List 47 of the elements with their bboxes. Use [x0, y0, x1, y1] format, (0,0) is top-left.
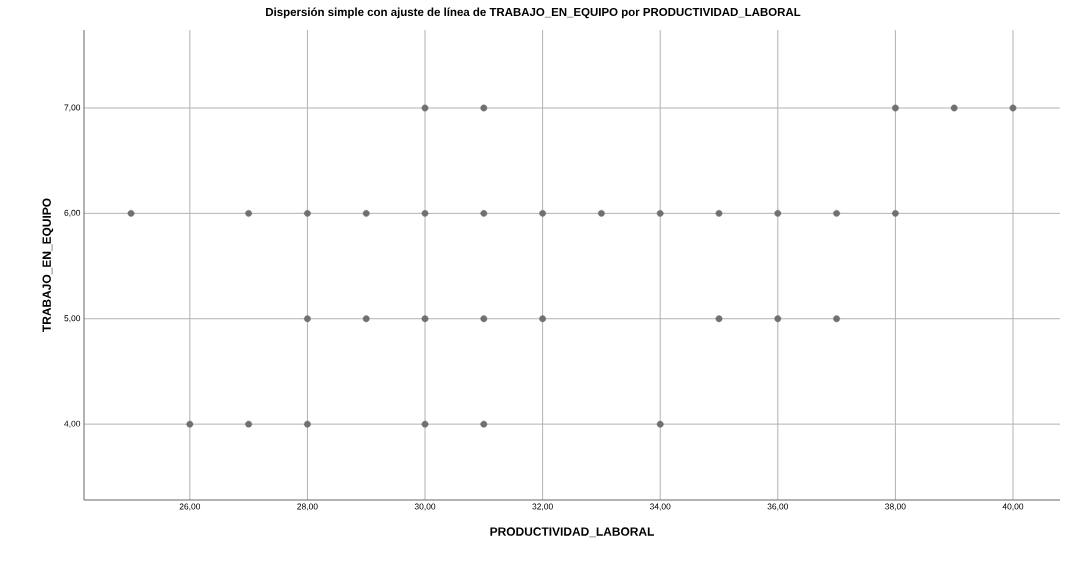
- point: [833, 209, 840, 217]
- point: [362, 315, 370, 323]
- x-tick-label: 28,00: [297, 503, 318, 511]
- point: [656, 209, 664, 217]
- point: [186, 420, 194, 428]
- x-tick-label: 34,00: [649, 503, 671, 511]
- y-axis-title: TRABAJO_EN_EQUIPO: [42, 198, 54, 332]
- x-tick-label: 40,00: [1002, 503, 1024, 511]
- point: [950, 104, 958, 112]
- point: [480, 315, 488, 323]
- point: [304, 209, 311, 217]
- x-axis-title: PRODUCTIVIDAD_LABORAL: [490, 527, 654, 538]
- point: [1009, 104, 1017, 112]
- x-tick-label: 30,00: [414, 503, 436, 511]
- point: [245, 420, 253, 428]
- chart-title: Dispersión simple con ajuste de línea de TRABAJO_EN_EQUIPO por PRODUCTIVIDAD_LABORAL: [266, 7, 801, 19]
- point: [656, 420, 664, 428]
- point: [127, 209, 135, 217]
- point: [245, 209, 253, 217]
- point: [598, 209, 605, 217]
- point: [480, 104, 488, 112]
- x-tick-label: 26,00: [179, 503, 201, 511]
- point: [539, 209, 547, 217]
- point: [715, 209, 723, 217]
- point: [833, 315, 840, 323]
- x-tick-label: 38,00: [885, 503, 906, 511]
- point: [421, 315, 429, 323]
- point: [539, 315, 547, 323]
- y-tick-label: 5,00: [64, 315, 81, 323]
- point: [421, 420, 429, 428]
- point: [480, 209, 488, 217]
- point: [891, 209, 899, 217]
- point: [480, 420, 488, 428]
- y-tick-label: 6,00: [64, 209, 81, 217]
- x-tick-label: 36,00: [767, 503, 789, 511]
- point: [304, 420, 311, 428]
- point: [421, 209, 429, 217]
- x-tick-label: 32,00: [532, 503, 553, 511]
- y-tick-label: 4,00: [64, 420, 81, 428]
- point: [891, 104, 899, 112]
- point: [774, 209, 782, 217]
- point: [715, 315, 723, 323]
- point: [304, 315, 311, 323]
- point: [421, 104, 429, 112]
- point: [362, 209, 370, 217]
- y-tick-label: 7,00: [64, 104, 81, 112]
- point: [774, 315, 782, 323]
